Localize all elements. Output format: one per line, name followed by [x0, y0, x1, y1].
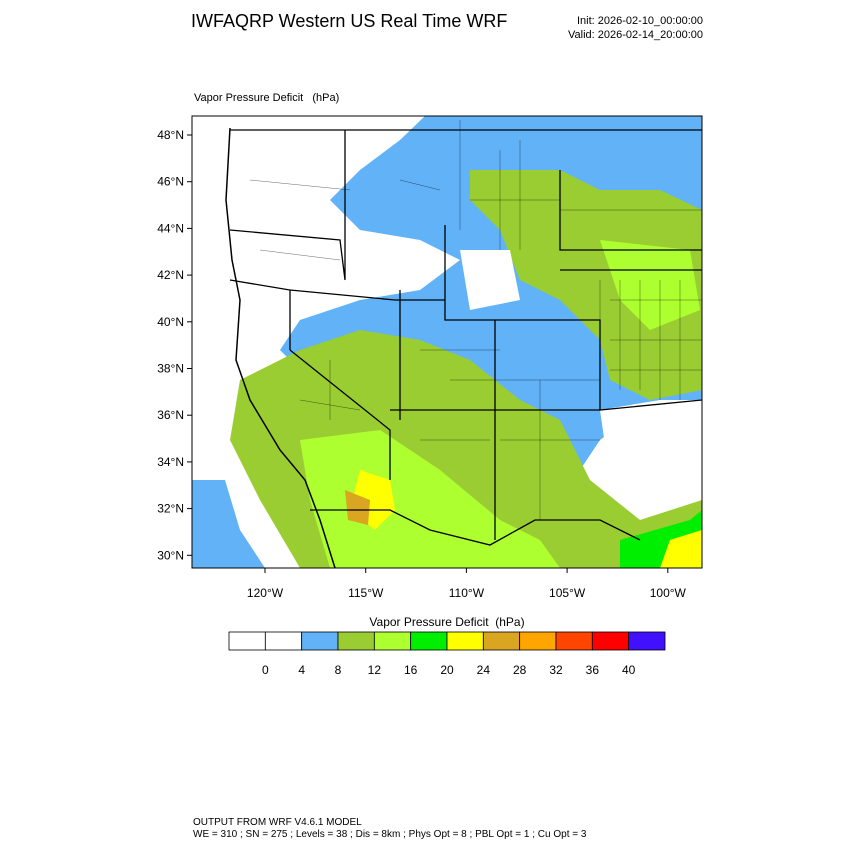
lat-label: 38°N — [157, 362, 184, 376]
colorbar-label: 12 — [368, 663, 382, 677]
lat-label: 32°N — [157, 502, 184, 516]
colorbar-swatch — [228, 631, 266, 651]
lon-label: 100°W — [650, 586, 687, 600]
header-title: IWFAQRP Western US Real Time WRF — [191, 11, 507, 31]
map — [191, 115, 703, 569]
lat-label: 46°N — [157, 175, 184, 189]
colorbar-label: 32 — [549, 663, 563, 677]
lat-label: 44°N — [157, 221, 184, 235]
colorbar-swatch — [555, 631, 593, 651]
colorbar-label: 0 — [262, 663, 269, 677]
lon-label: 115°W — [348, 586, 384, 600]
footer-line: OUTPUT FROM WRF V4.6.1 MODEL — [193, 817, 362, 828]
lat-label: 40°N — [157, 315, 184, 329]
colorbar-label: 4 — [298, 663, 305, 677]
valid-time: Valid: 2026-02-14_20:00:00 — [568, 29, 703, 41]
lat-label: 34°N — [157, 455, 184, 469]
colorbar-swatch — [264, 631, 303, 651]
colorbar-swatch — [446, 631, 484, 651]
colorbar-swatch — [410, 631, 448, 651]
colorbar-label: 40 — [622, 663, 636, 677]
colorbar-swatch — [482, 631, 521, 651]
lon-label: 120°W — [247, 586, 284, 600]
colorbar-label: 24 — [477, 663, 491, 677]
colorbar-swatch — [628, 631, 666, 651]
colorbar-swatch — [373, 631, 412, 651]
map-title: Vapor Pressure Deficit (hPa) — [194, 92, 339, 104]
colorbar-label: 36 — [586, 663, 600, 677]
colorbar-swatch — [519, 631, 557, 651]
colorbar-label: 28 — [513, 663, 527, 677]
footer-line: WE = 310 ; SN = 275 ; Levels = 38 ; Dis … — [193, 829, 587, 840]
colorbar-label: 8 — [335, 663, 342, 677]
lat-label: 42°N — [157, 268, 184, 282]
lat-label: 30°N — [157, 548, 184, 562]
colorbar-title: Vapor Pressure Deficit (hPa) — [369, 615, 524, 629]
colorbar-label: 20 — [440, 663, 454, 677]
colorbar-swatch — [591, 631, 630, 651]
lon-label: 110°W — [449, 586, 485, 600]
lon-label: 105°W — [549, 586, 586, 600]
init-time: Init: 2026-02-10_00:00:00 — [577, 15, 703, 27]
lat-label: 48°N — [157, 128, 184, 142]
colorbar-swatch — [301, 631, 339, 651]
colorbar-swatch — [337, 631, 375, 651]
colorbar-label: 16 — [404, 663, 418, 677]
lat-label: 36°N — [157, 408, 184, 422]
